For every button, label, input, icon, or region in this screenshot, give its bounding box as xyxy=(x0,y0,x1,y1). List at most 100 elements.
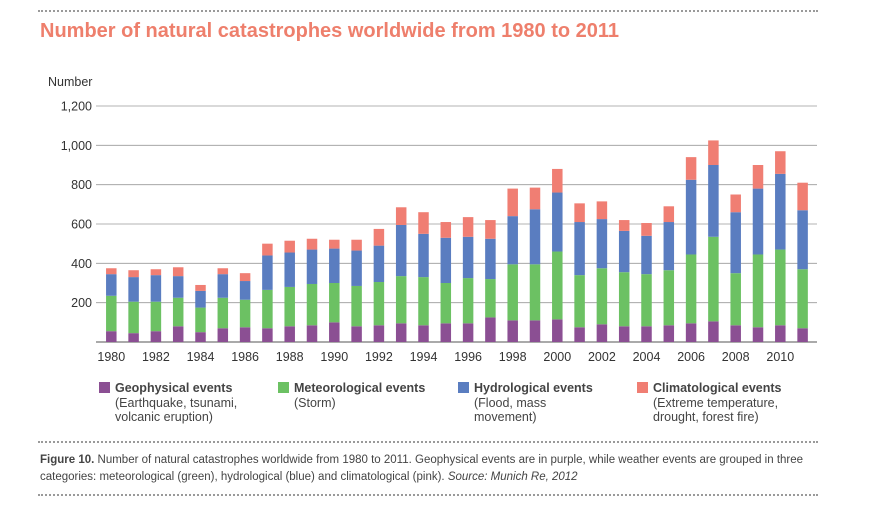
bar-segment-climatological-events xyxy=(128,270,139,278)
bar-segment-meteorological-events xyxy=(329,283,340,323)
climatological-swatch xyxy=(637,382,648,393)
bar-segment-climatological-events xyxy=(418,212,429,234)
bar-segment-hydrological-events xyxy=(172,276,184,298)
bar-segment-hydrological-events xyxy=(507,216,518,265)
x-tick-label: 2002 xyxy=(588,350,616,364)
legend-sub: volcanic eruption) xyxy=(115,410,213,424)
legend-sub: drought, forest fire) xyxy=(653,410,759,424)
bar-segment-meteorological-events xyxy=(775,249,786,326)
legend-geophysical: Geophysical events (Earthquake, tsunami,… xyxy=(99,381,237,425)
bar-segment-climatological-events xyxy=(284,240,295,253)
bar-segment-geophysical-events xyxy=(730,325,741,342)
legend-label: Climatological events xyxy=(653,381,782,395)
geophysical-swatch xyxy=(99,382,110,393)
bar-segment-geophysical-events xyxy=(128,333,139,342)
bar-segment-meteorological-events xyxy=(262,289,273,329)
legend-meteorological: Meteorological events (Storm) xyxy=(278,381,425,410)
bar-segment-climatological-events xyxy=(195,284,206,291)
bar-segment-hydrological-events xyxy=(284,252,295,287)
bar-segment-geophysical-events xyxy=(172,326,184,342)
bar-segment-geophysical-events xyxy=(440,323,452,342)
x-tick-label: 1986 xyxy=(231,350,259,364)
x-tick-label: 1992 xyxy=(365,350,393,364)
bar-segment-hydrological-events xyxy=(239,281,251,300)
bar-segment-geophysical-events xyxy=(284,326,295,342)
bar-segment-climatological-events xyxy=(752,165,764,189)
bar-segment-climatological-events xyxy=(351,239,362,251)
top-divider xyxy=(38,10,818,12)
bar-segment-geophysical-events xyxy=(306,325,318,342)
bar-segment-geophysical-events xyxy=(373,325,385,342)
bar-segment-hydrological-events xyxy=(150,275,162,302)
bar-segment-climatological-events xyxy=(106,268,117,275)
bar-segment-climatological-events xyxy=(641,223,652,236)
bar-segment-hydrological-events xyxy=(395,224,407,277)
bar-segment-meteorological-events xyxy=(172,297,184,327)
bar-segment-climatological-events xyxy=(395,207,407,225)
bar-segment-hydrological-events xyxy=(663,222,675,271)
bar-segment-meteorological-events xyxy=(485,279,496,318)
bar-segment-geophysical-events xyxy=(351,326,362,342)
x-tick-label: 2008 xyxy=(722,350,750,364)
bar-segment-meteorological-events xyxy=(618,272,630,327)
bar-segment-hydrological-events xyxy=(329,248,340,283)
bar-segment-climatological-events xyxy=(685,157,697,180)
bar-segment-climatological-events xyxy=(596,201,608,220)
chart-title: Number of natural catastrophes worldwide… xyxy=(40,20,620,42)
bar-segment-hydrological-events xyxy=(485,238,496,280)
bar-segment-climatological-events xyxy=(306,238,318,250)
bar-segment-hydrological-events xyxy=(106,274,117,296)
bar-segment-geophysical-events xyxy=(395,323,407,342)
bar-segment-hydrological-events xyxy=(797,210,808,270)
bar-segment-hydrological-events xyxy=(775,173,786,250)
bar-segment-meteorological-events xyxy=(752,254,764,328)
bar-segment-hydrological-events xyxy=(730,212,741,274)
y-tick-label: 800 xyxy=(71,178,92,192)
bar-segment-geophysical-events xyxy=(150,331,162,342)
x-tick-label: 2004 xyxy=(633,350,661,364)
bar-segment-climatological-events xyxy=(239,273,251,282)
x-tick-label: 2006 xyxy=(677,350,705,364)
bar-segment-geophysical-events xyxy=(262,328,273,342)
x-tick-label: 1990 xyxy=(320,350,348,364)
bar-segment-meteorological-events xyxy=(730,273,741,326)
x-tick-label: 1998 xyxy=(499,350,527,364)
bar-segment-geophysical-events xyxy=(329,322,340,342)
legend-label: Geophysical events xyxy=(115,381,233,395)
bar-segment-meteorological-events xyxy=(552,251,563,320)
bar-segment-hydrological-events xyxy=(752,188,764,255)
bar-segment-meteorological-events xyxy=(106,295,117,332)
hydrological-swatch xyxy=(458,382,469,393)
bar-segment-geophysical-events xyxy=(485,317,496,342)
y-tick-label: 200 xyxy=(71,296,92,310)
bar-segment-meteorological-events xyxy=(440,283,452,324)
bar-segment-hydrological-events xyxy=(262,255,273,290)
bar-segment-climatological-events xyxy=(329,239,340,249)
legend-sub: movement) xyxy=(474,410,537,424)
bar-segment-meteorological-events xyxy=(239,299,251,328)
bar-segment-geophysical-events xyxy=(106,331,117,342)
bar-segment-hydrological-events xyxy=(574,222,585,276)
legend-sub: (Earthquake, tsunami, xyxy=(115,395,238,410)
bar-segment-hydrological-events xyxy=(373,245,385,283)
caption-text: Number of natural catastrophes worldwide… xyxy=(40,454,804,483)
bar-segment-meteorological-events xyxy=(507,264,518,321)
bar-segment-geophysical-events xyxy=(529,320,541,342)
bar-segment-hydrological-events xyxy=(217,274,229,298)
legend-sub: (Extreme temperature, xyxy=(653,395,779,410)
x-tick-label: 1996 xyxy=(454,350,482,364)
legend-hydrological: Hydrological events (Flood, mass movemen… xyxy=(458,381,593,425)
bar-segment-geophysical-events xyxy=(685,323,697,342)
bar-segment-climatological-events xyxy=(552,168,563,193)
bar-segment-climatological-events xyxy=(775,151,786,174)
bar-segment-geophysical-events xyxy=(507,320,518,342)
y-tick-label: 1,200 xyxy=(61,100,92,114)
bar-segment-meteorological-events xyxy=(150,301,162,332)
bar-segment-hydrological-events xyxy=(195,290,206,308)
bar-segment-meteorological-events xyxy=(128,301,139,334)
bar-segment-hydrological-events xyxy=(351,250,362,286)
bar-segment-climatological-events xyxy=(663,206,675,223)
y-axis-label: Number xyxy=(48,75,92,89)
bar-segment-geophysical-events xyxy=(752,327,764,342)
bar-segment-meteorological-events xyxy=(663,270,675,326)
